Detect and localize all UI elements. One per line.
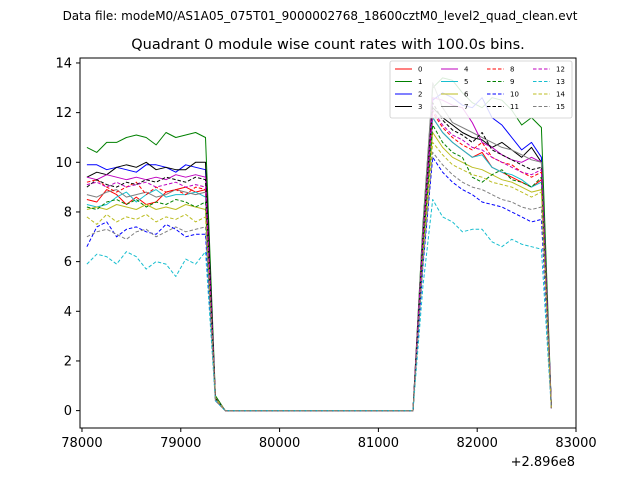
legend-label-2: 2 [418,91,422,99]
legend-label-10: 10 [510,91,519,99]
y-tick-label: 0 [64,404,72,419]
y-tick-label: 6 [64,255,72,270]
series-line-9 [86,124,552,412]
legend-label-1: 1 [418,78,422,86]
legend-label-14: 14 [556,91,565,99]
x-tick-label: 81000 [358,436,399,451]
chart-suptitle: Data file: modeM0/AS1A05_075T01_90000027… [63,9,578,23]
plot-frame [79,57,577,429]
legend-label-0: 0 [418,66,422,74]
legend-label-5: 5 [464,78,468,86]
legend-label-15: 15 [556,103,565,111]
legend-label-4: 4 [464,66,469,74]
x-tick-label: 82000 [457,436,498,451]
legend-label-12: 12 [556,66,565,74]
y-tick-label: 4 [64,305,72,320]
y-tick-label: 14 [55,56,72,71]
x-tick-label: 80000 [259,436,300,451]
legend-label-8: 8 [510,66,514,74]
series-line-15 [86,151,552,412]
legend-label-11: 11 [510,103,519,111]
y-tick-label: 8 [64,205,72,220]
legend-label-9: 9 [510,78,514,86]
legend-box [389,60,573,119]
legend-label-7: 7 [464,103,468,111]
x-offset-label: +2.896e8 [511,455,575,470]
x-tick-label: 83000 [555,436,596,451]
x-tick-label: 78000 [61,436,102,451]
legend-label-6: 6 [464,91,469,99]
x-tick-label: 79000 [160,436,201,451]
y-tick-label: 2 [64,354,72,369]
y-tick-label: 10 [55,156,72,171]
y-tick-label: 12 [55,106,72,121]
series-lines [86,77,552,412]
legend-label-13: 13 [556,78,565,86]
chart-title: Quadrant 0 module wise count rates with … [131,37,525,53]
series-line-13 [86,199,552,412]
legend-label-3: 3 [418,103,422,111]
axes: 78000 79000 80000 81000 82000 830000246810121… [55,56,596,451]
